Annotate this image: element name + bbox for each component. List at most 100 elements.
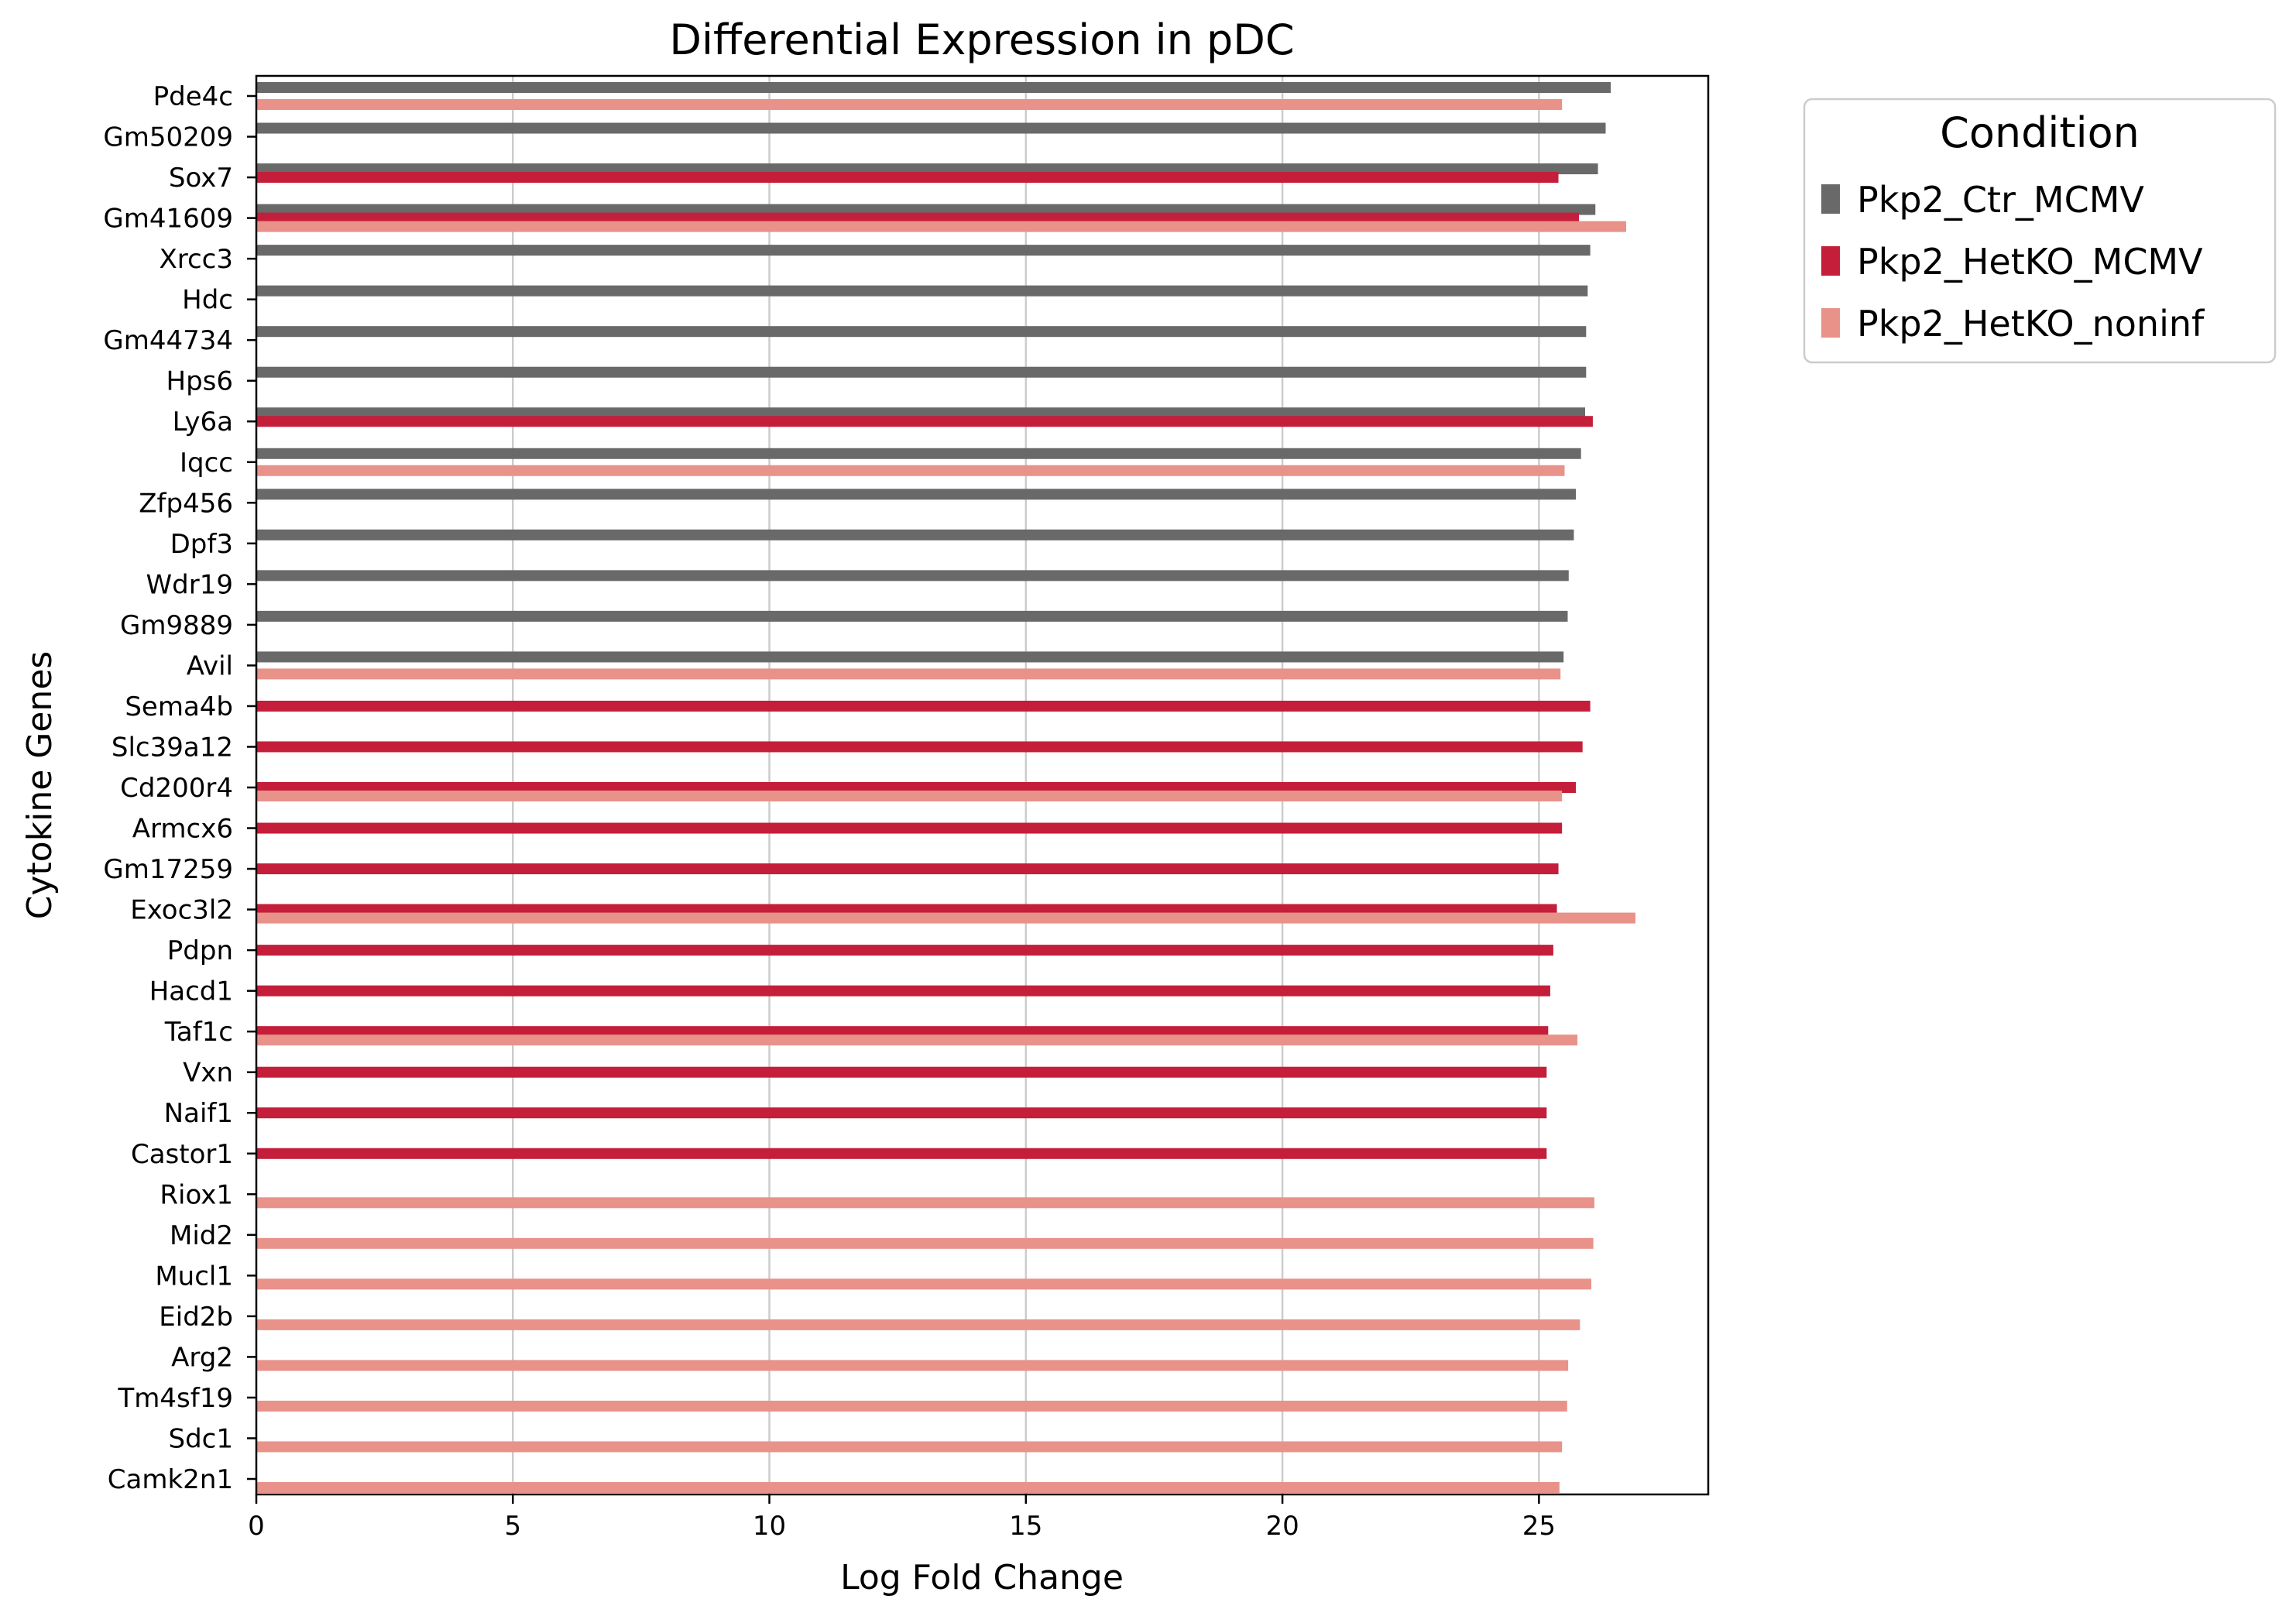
legend-swatch-Pkp2_Ctr_MCMV: [1821, 184, 1840, 214]
bar-Pkp2_HetKO_noninf-Taf1c: [256, 1034, 1578, 1046]
bar-Pkp2_HetKO_noninf-Gm41609: [256, 221, 1626, 232]
bar-Pkp2_HetKO_MCMV-Castor1: [256, 1148, 1547, 1159]
legend: Condition Pkp2_Ctr_MCMVPkp2_HetKO_MCMVPk…: [1803, 98, 2277, 364]
bar-Pkp2_Ctr_MCMV-Iqcc: [256, 448, 1581, 459]
y-tick-label: Hacd1: [149, 976, 233, 1007]
bar-Pkp2_HetKO_noninf-Camk2n1: [256, 1482, 1560, 1493]
y-tick-label: Gm50209: [103, 122, 233, 153]
bar-Pkp2_HetKO_MCMV-Gm41609: [256, 212, 1580, 224]
y-tick-label: Wdr19: [146, 569, 233, 600]
bar-Pkp2_Ctr_MCMV-Hdc: [256, 285, 1588, 297]
bar-Pkp2_HetKO_MCMV-Cd200r4: [256, 782, 1577, 793]
y-tick-label: Gm17259: [103, 854, 233, 885]
bar-Pkp2_HetKO_noninf-Riox1: [256, 1197, 1594, 1209]
bar-Pkp2_HetKO_MCMV-Gm17259: [256, 863, 1559, 875]
legend-swatch-Pkp2_HetKO_MCMV: [1821, 246, 1840, 276]
y-tick-label: Xrcc3: [159, 244, 233, 275]
bar-Pkp2_HetKO_noninf-Mid2: [256, 1237, 1594, 1249]
bar-Pkp2_HetKO_noninf-Tm4sf19: [256, 1400, 1567, 1412]
bar-Pkp2_Ctr_MCMV-Wdr19: [256, 570, 1569, 582]
bar-Pkp2_HetKO_noninf-Sdc1: [256, 1441, 1563, 1453]
bar-Pkp2_HetKO_noninf-Avil: [256, 668, 1561, 680]
x-tick-label: 0: [248, 1511, 265, 1542]
bar-Pkp2_HetKO_MCMV-Ly6a: [256, 416, 1593, 427]
y-tick-label: Avil: [187, 650, 233, 681]
bar-Pkp2_HetKO_noninf-Cd200r4: [256, 791, 1563, 801]
bar-Pkp2_HetKO_MCMV-Sox7: [256, 172, 1559, 184]
bar-Pkp2_Ctr_MCMV-Xrcc3: [256, 245, 1591, 256]
bar-Pkp2_Ctr_MCMV-Dpf3: [256, 529, 1574, 540]
x-tick-label: 15: [1009, 1511, 1042, 1542]
bar-Pkp2_Ctr_MCMV-Gm50209: [256, 122, 1606, 134]
bar-Pkp2_HetKO_noninf-Pde4c: [256, 99, 1563, 110]
x-tick-label: 5: [504, 1511, 521, 1542]
y-tick-label: Mucl1: [155, 1261, 233, 1292]
y-tick-label: Tm4sf19: [118, 1383, 233, 1414]
y-tick-label: Dpf3: [170, 529, 233, 560]
bar-Pkp2_Ctr_MCMV-Gm41609: [256, 204, 1596, 215]
y-tick-label: Gm9889: [120, 610, 233, 641]
y-tick-label: Sema4b: [125, 691, 233, 722]
y-tick-label: Vxn: [183, 1058, 233, 1089]
x-axis-ticks: 0 5 10 15 20 25: [248, 1494, 1556, 1542]
bar-Pkp2_HetKO_MCMV-Taf1c: [256, 1026, 1549, 1038]
y-tick-label: Castor1: [131, 1139, 233, 1170]
legend-label-Pkp2_HetKO_noninf: Pkp2_HetKO_noninf: [1857, 303, 2205, 345]
bar-Pkp2_Ctr_MCMV-Zfp456: [256, 489, 1577, 500]
y-tick-label: Mid2: [170, 1220, 233, 1251]
y-axis-ticks: Pde4c Gm50209 Sox7 Gm41609 Xrcc3 Hdc Gm44734 Hp…: [103, 81, 256, 1495]
y-tick-label: Sdc1: [169, 1423, 234, 1454]
y-tick-label: Eid2b: [159, 1302, 233, 1333]
bar-Pkp2_HetKO_MCMV-Hacd1: [256, 985, 1550, 997]
bar-Pkp2_HetKO_MCMV-Armcx6: [256, 822, 1563, 834]
bar-Pkp2_HetKO_MCMV-Sema4b: [256, 700, 1591, 712]
bar-Pkp2_Ctr_MCMV-Pde4c: [256, 82, 1611, 93]
bar-Pkp2_HetKO_MCMV-Pdpn: [256, 945, 1553, 956]
y-tick-label: Taf1c: [164, 1017, 233, 1048]
y-tick-label: Hps6: [166, 366, 234, 397]
bar-Pkp2_HetKO_noninf-Exoc3l2: [256, 912, 1635, 924]
y-tick-label: Gm41609: [103, 204, 233, 235]
y-tick-label: Cd200r4: [120, 773, 233, 804]
bar-Pkp2_HetKO_MCMV-Vxn: [256, 1066, 1547, 1078]
legend-items: Pkp2_Ctr_MCMV Pkp2_HetKO_MCMV Pkp2_HetKO_n…: [1821, 179, 2205, 345]
bar-Pkp2_HetKO_MCMV-Exoc3l2: [256, 904, 1557, 915]
y-tick-label: Slc39a12: [112, 732, 233, 763]
y-tick-label: Camk2n1: [108, 1464, 233, 1495]
bars: [256, 82, 1635, 1493]
bar-Pkp2_HetKO_noninf-Iqcc: [256, 465, 1565, 476]
bar-Pkp2_Ctr_MCMV-Sox7: [256, 163, 1598, 175]
plot-frame: [255, 74, 1710, 1496]
y-tick-label: Exoc3l2: [130, 895, 233, 926]
bar-Pkp2_HetKO_noninf-Mucl1: [256, 1278, 1591, 1290]
y-tick-label: Naif1: [164, 1098, 233, 1129]
x-axis-label: Log Fold Change: [840, 1558, 1124, 1597]
x-tick-label: 20: [1265, 1511, 1299, 1542]
y-tick-label: Armcx6: [132, 814, 233, 845]
y-tick-label: Ly6a: [173, 407, 233, 437]
legend-swatch-Pkp2_HetKO_noninf: [1821, 308, 1840, 338]
y-tick-label: Hdc: [182, 285, 233, 316]
bar-Pkp2_Ctr_MCMV-Avil: [256, 651, 1564, 663]
bar-Pkp2_Ctr_MCMV-Hps6: [256, 366, 1587, 378]
bar-Pkp2_HetKO_MCMV-Slc39a12: [256, 741, 1583, 753]
legend-label-Pkp2_HetKO_MCMV: Pkp2_HetKO_MCMV: [1857, 241, 2203, 283]
x-tick-label: 25: [1522, 1511, 1556, 1542]
y-tick-label: Gm44734: [103, 325, 233, 356]
legend-title: Condition: [1940, 108, 2140, 157]
bar-Pkp2_Ctr_MCMV-Gm9889: [256, 610, 1568, 622]
y-tick-label: Sox7: [169, 163, 233, 194]
y-tick-label: Arg2: [171, 1342, 233, 1373]
y-tick-label: Pde4c: [153, 81, 233, 112]
y-tick-label: Zfp456: [139, 488, 233, 519]
legend-label-Pkp2_Ctr_MCMV: Pkp2_Ctr_MCMV: [1857, 179, 2144, 221]
bar-Pkp2_HetKO_noninf-Arg2: [256, 1360, 1569, 1371]
bar-Pkp2_Ctr_MCMV-Gm44734: [256, 326, 1587, 338]
y-axis-label: Cytokine Genes: [20, 651, 60, 920]
y-tick-label: Iqcc: [180, 448, 233, 479]
bar-Pkp2_Ctr_MCMV-Ly6a: [256, 407, 1585, 419]
legend-frame: [1803, 98, 2277, 364]
bar-Pkp2_HetKO_MCMV-Naif1: [256, 1107, 1547, 1119]
bar-Pkp2_HetKO_noninf-Eid2b: [256, 1319, 1580, 1330]
